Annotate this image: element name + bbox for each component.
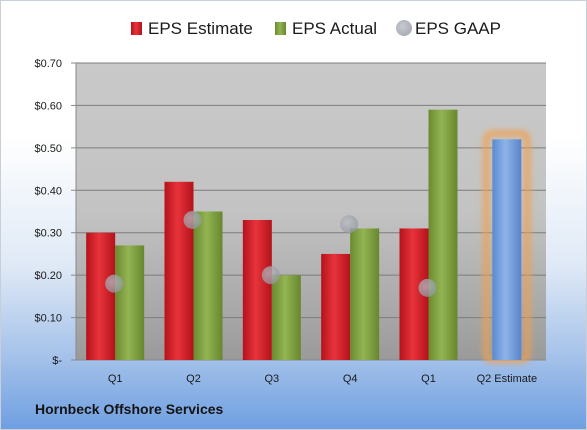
gaap-markers (105, 210, 437, 297)
bars (86, 109, 531, 364)
y-tick-label: $0.30 (34, 228, 62, 240)
legend-swatch (275, 22, 286, 35)
bar-eps-estimate (164, 181, 194, 360)
bar-eps-actual (193, 211, 223, 360)
gridlines (76, 62, 546, 361)
y-tick-label: $0.60 (34, 100, 62, 112)
y-tick-label: $- (52, 355, 62, 367)
axes: $- $0.10 $0.20 $0.30 $0.40 $0.50 $0.60 $0.70 Q1 Q… (34, 58, 537, 385)
legend-label: EPS Actual (292, 19, 377, 38)
x-tick-label: Q1 (108, 373, 123, 385)
y-tick-label: $0.10 (34, 313, 62, 325)
y-tick-label: $0.50 (34, 143, 62, 155)
bar-eps-actual (271, 275, 301, 360)
x-tick-label: Q2 (186, 373, 201, 385)
x-tick-label: Q3 (264, 373, 279, 385)
gaap-marker (261, 266, 280, 285)
bar-eps-estimate (86, 232, 116, 360)
x-tick-label: Q1 (421, 373, 436, 385)
legend-swatch (396, 20, 412, 36)
bar-eps-actual (115, 245, 145, 360)
y-tick-label: $0.20 (34, 270, 62, 282)
plot-area (76, 63, 546, 360)
x-tick-label: Q4 (343, 373, 358, 385)
gaap-marker (418, 278, 437, 297)
bar-eps-actual (428, 109, 458, 361)
y-tick-label: $0.40 (34, 185, 62, 197)
bar-eps-estimate (321, 253, 351, 360)
x-tick-label: Q2 Estimate (477, 373, 538, 385)
company-name: Hornbeck Offshore Services (35, 401, 224, 417)
gaap-marker (105, 274, 124, 293)
gaap-marker (340, 215, 359, 234)
bar-eps-estimate-next (492, 139, 522, 360)
legend-label: EPS GAAP (415, 19, 501, 38)
y-tick-label: $0.70 (34, 58, 62, 70)
legend-swatch (131, 22, 142, 35)
bar-eps-estimate (242, 219, 272, 360)
legend-label: EPS Estimate (148, 19, 253, 38)
bar-eps-actual (350, 228, 380, 360)
legend: EPS Estimate EPS Actual EPS GAAP (131, 19, 501, 38)
gaap-marker (183, 210, 202, 229)
